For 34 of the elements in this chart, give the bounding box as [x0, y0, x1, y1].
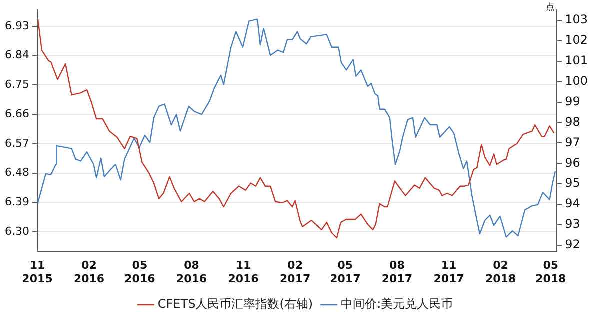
y2-tick-label: 100: [565, 74, 588, 88]
x-tick-label: 11 2016: [228, 259, 260, 286]
y2-tick-label: 101: [565, 53, 588, 68]
legend-label: CFETS人民币汇率指数(右轴): [158, 297, 314, 312]
y2-tick-label: 92: [565, 238, 580, 252]
x-tick-label: 11 2017: [434, 259, 464, 286]
y2-tick-label: 93: [565, 217, 580, 232]
y2-axis-title: 点: [546, 2, 556, 14]
y2-tick-label: 98: [565, 114, 580, 129]
x-tick-label: 02 2017: [280, 259, 311, 286]
x-tick-label: 08 2016: [176, 259, 208, 286]
y-tick-label: 6.75: [4, 78, 30, 92]
y2-tick-label: 102: [565, 33, 588, 48]
x-tick-label: 02 2018: [485, 259, 516, 286]
legend-label: 中间价:美元兑人民币: [341, 297, 454, 312]
x-tick-label: 05 2018: [536, 259, 566, 286]
y-tick-label: 6.93: [4, 19, 30, 32]
x-tick-label: 02 2016: [74, 259, 105, 286]
y2-tick-label: 96: [565, 156, 580, 170]
y-tick-label: 6.57: [4, 136, 30, 150]
x-tick-label: 08 2017: [382, 259, 413, 286]
y-tick-label: 6.48: [4, 166, 30, 180]
y-tick-label: 6.84: [4, 48, 30, 62]
y2-tick-label: 103: [565, 12, 588, 27]
x-tick-label: 05 2016: [124, 259, 156, 286]
y2-tick-label: 99: [565, 94, 580, 108]
y2-tick-label: 95: [565, 176, 580, 190]
x-tick-label: 05 2017: [330, 259, 361, 286]
y2-tick-label: 97: [565, 135, 580, 150]
y-tick-label: 6.39: [4, 196, 30, 209]
y-tick-label: 6.66: [4, 107, 30, 120]
y2-tick-label: 94: [565, 196, 580, 211]
y-tick-label: 6.30: [4, 224, 30, 238]
x-tick-label: 11 2015: [22, 259, 53, 286]
